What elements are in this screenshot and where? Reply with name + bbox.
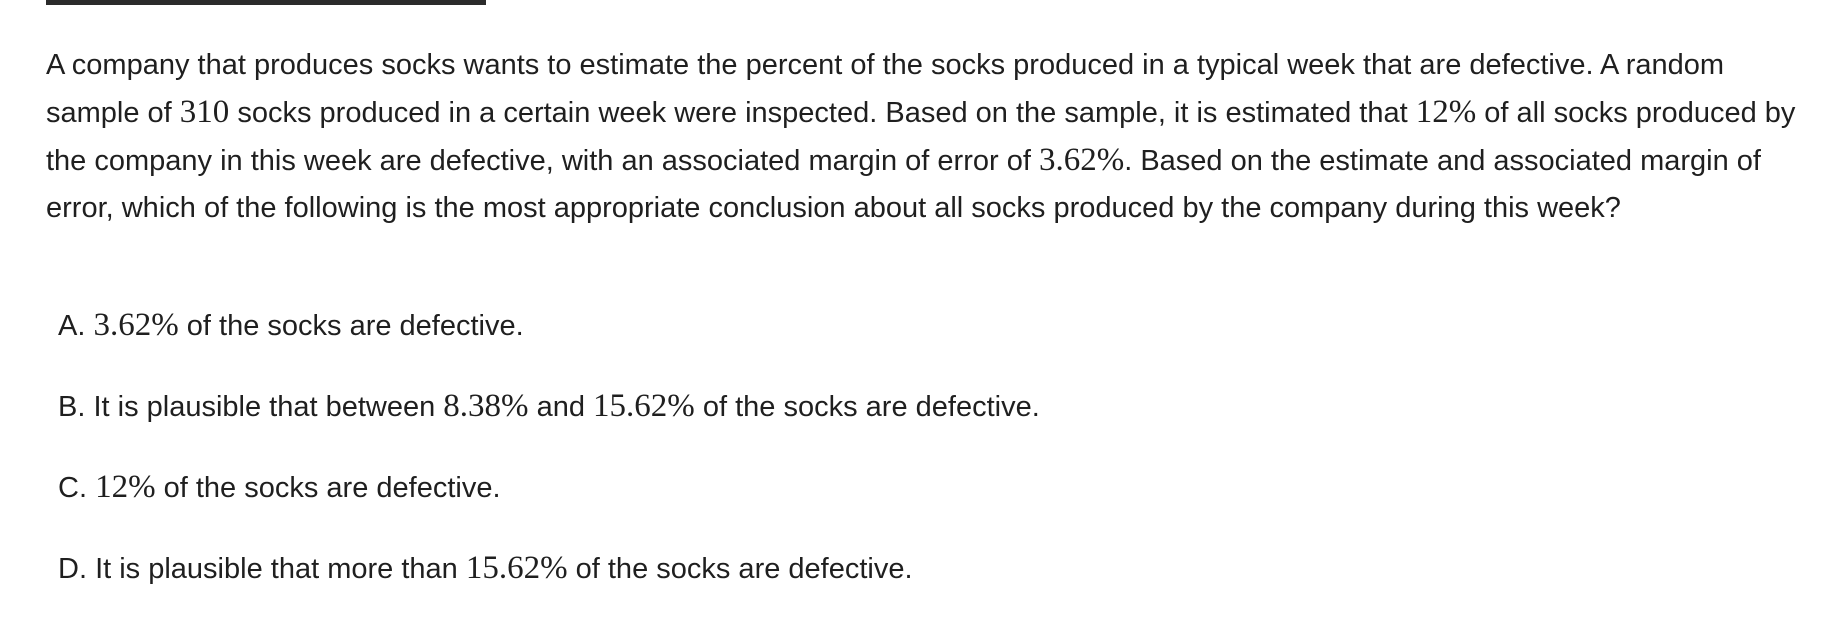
question-text-segment: A company that produces socks wants to e… <box>46 49 1725 129</box>
question-math-value: 12% <box>1415 94 1477 130</box>
option-math-value: 8.38% <box>443 388 529 424</box>
option-text-segment: of the socks are defective. <box>155 472 501 504</box>
top-divider <box>46 0 486 5</box>
option-text-segment: of the socks are defective. <box>178 310 524 342</box>
option-letter: B. <box>58 391 86 423</box>
option-text-segment: of the socks are defective. <box>567 553 913 585</box>
option-math-value: 15.62% <box>465 550 568 586</box>
option-letter: A. <box>58 310 86 342</box>
option-text-segment: It is plausible that more than <box>95 553 466 585</box>
question-text-segment: . Based on the estimate and associated m… <box>46 145 1761 224</box>
option-text-segment: of the socks are defective. <box>694 391 1040 423</box>
answer-options: A. 3.62% of the socks are defective. B. … <box>58 300 1758 624</box>
option-letter: D. <box>58 553 87 585</box>
answer-option-d[interactable]: D. It is plausible that more than 15.62%… <box>58 543 1758 624</box>
option-math-value: 12% <box>95 469 156 505</box>
option-letter: C. <box>58 472 87 504</box>
option-math-value: 3.62% <box>93 307 179 343</box>
question-text: A company that produces socks wants to e… <box>46 42 1816 232</box>
answer-option-b[interactable]: B. It is plausible that between 8.38% an… <box>58 381 1758 462</box>
question-text-segment: of all socks produced by the company in … <box>46 97 1796 177</box>
answer-option-c[interactable]: C. 12% of the socks are defective. <box>58 462 1758 543</box>
option-text-segment: It is plausible that between <box>93 391 444 423</box>
answer-option-a[interactable]: A. 3.62% of the socks are defective. <box>58 300 1758 381</box>
option-math-value: 15.62% <box>593 388 695 424</box>
option-text-segment: and <box>528 391 594 423</box>
question-text-segment: socks produced in a certain week were in… <box>229 97 1416 129</box>
question-math-value: 3.62% <box>1038 142 1125 178</box>
question-math-value: 310 <box>179 94 230 130</box>
